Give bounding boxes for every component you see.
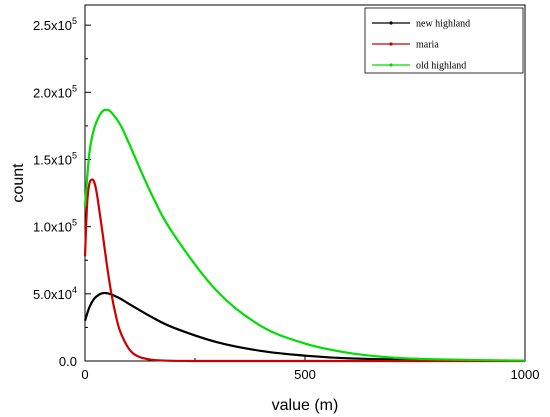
series-group	[83, 108, 526, 363]
y-tick-label: 1.5x105	[33, 150, 77, 167]
legend-box	[364, 7, 524, 74]
legend-marker-old-highland	[389, 63, 393, 67]
y-tick-label: 0.0	[59, 354, 77, 369]
legend-label-old-highland: old highland	[416, 61, 466, 72]
legend-marker-new-highland	[389, 21, 393, 25]
x-tick-label: 1000	[511, 367, 540, 382]
y-tick-label: 5.0x104	[33, 285, 77, 302]
x-tick-label: 500	[294, 367, 316, 382]
y-tick-label: 2.0x105	[33, 83, 77, 100]
x-axis-title: value (m)	[272, 397, 339, 414]
legend-marker-maria	[389, 42, 393, 46]
series-line-old-highland	[83, 108, 526, 362]
tick-labels: 0 500 1000 0.0 5.0x104 1.0x105 1.5x105 2.0x105 2…	[33, 16, 540, 382]
legend-label-new-highland: new highland	[416, 19, 470, 30]
series-line-maria	[83, 178, 526, 363]
y-tick-label: 1.0x105	[33, 218, 77, 235]
x-tick-label: 0	[81, 367, 88, 382]
y-axis-title: count	[10, 163, 27, 203]
legend-label-maria: maria	[416, 40, 439, 51]
series-line-new-highland	[83, 291, 526, 362]
y-tick-label: 2.5x105	[33, 16, 77, 33]
legend: new highland maria old highland	[364, 7, 524, 74]
